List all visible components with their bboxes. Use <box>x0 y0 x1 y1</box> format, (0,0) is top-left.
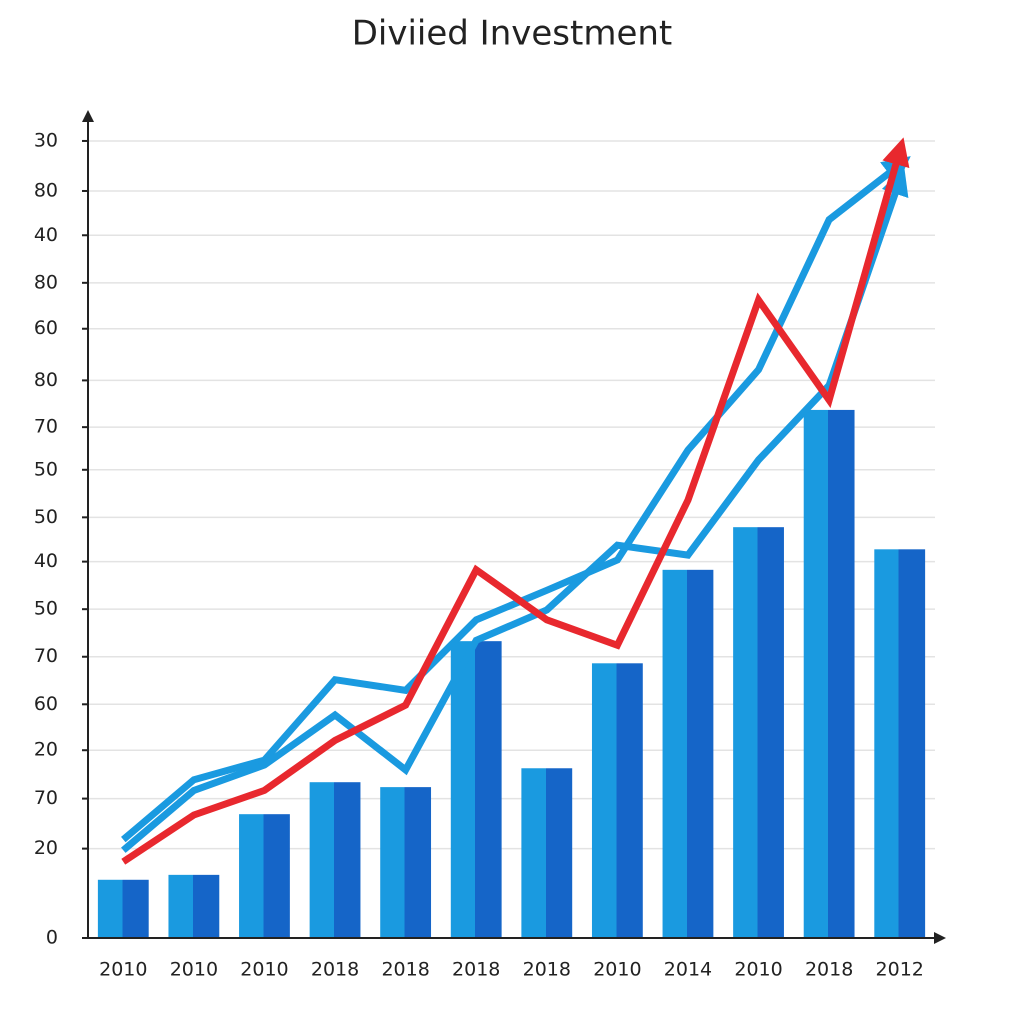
bar <box>662 569 714 938</box>
y-tick-label: 70 <box>34 416 58 438</box>
bar <box>97 879 149 938</box>
y-tick-label: 70 <box>34 787 58 809</box>
line <box>121 167 909 853</box>
x-tick-label: 2018 <box>381 959 429 981</box>
x-tick-label: 2010 <box>170 959 218 981</box>
bar <box>591 663 643 938</box>
x-tick-label: 2018 <box>805 959 853 981</box>
y-tick-label: 40 <box>34 550 58 572</box>
y-tick-label: 70 <box>34 645 58 667</box>
bar <box>733 527 784 938</box>
chart-title: Diviied Investment <box>352 14 673 54</box>
x-tick-label: 2014 <box>664 959 712 981</box>
bar <box>521 768 573 938</box>
bar <box>803 409 855 938</box>
bar <box>874 549 926 938</box>
x-tick-label: 2010 <box>99 959 147 981</box>
bar <box>380 787 432 938</box>
y-tick-label: 60 <box>34 693 58 715</box>
x-tick-label: 2010 <box>593 959 641 981</box>
y-tick-label: 80 <box>34 271 58 293</box>
y-tick-label: 40 <box>34 224 58 246</box>
y-tick-label: 50 <box>34 458 58 480</box>
x-tick-label: 2010 <box>240 959 288 981</box>
y-tick-label: 50 <box>34 506 58 528</box>
y-tick-label: 60 <box>34 317 58 339</box>
x-tick-label: 2018 <box>311 959 359 981</box>
bar <box>309 782 361 938</box>
x-tick-label: 2010 <box>734 959 782 981</box>
y-tick-label: 20 <box>34 739 58 761</box>
x-tick-label: 2018 <box>452 959 500 981</box>
bar <box>450 641 502 938</box>
y-tick-label: 0 <box>46 927 58 949</box>
line <box>121 137 910 865</box>
line <box>121 156 911 843</box>
y-tick-label: 30 <box>34 129 58 151</box>
y-tick-label: 80 <box>34 369 58 391</box>
y-tick-label: 50 <box>34 598 58 620</box>
bar <box>168 874 220 938</box>
y-tick-label: 20 <box>34 837 58 859</box>
bar <box>239 814 290 938</box>
x-tick-label: 2018 <box>523 959 571 981</box>
y-tick-label: 80 <box>34 179 58 201</box>
x-tick-label: 2012 <box>876 959 924 981</box>
